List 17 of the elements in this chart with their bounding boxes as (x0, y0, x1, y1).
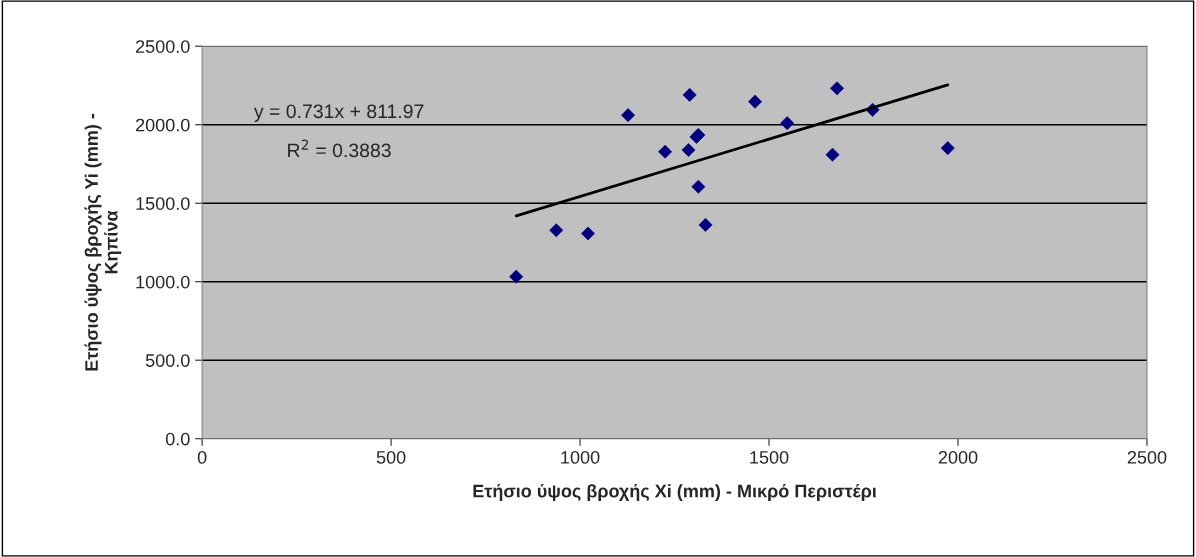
point (581, 226, 595, 241)
x-axis-title: Ετήσιο ύψος βροχής Xi (mm) - Μικρό Περιστέρι (473, 484, 877, 502)
x-tick-label: 0 (197, 450, 207, 464)
y-tick-label: 2500.0 (136, 40, 190, 53)
y-axis-title: Ετήσιο ύψος βροχής Yi (mm) - Κηπίνα (84, 113, 122, 371)
y-tick-label: 500.0 (145, 354, 190, 367)
y-tick-label: 1000.0 (136, 275, 190, 289)
annotation: y = 0.731x + 811.97 (253, 104, 424, 123)
y-tick-label: 2000.0 (136, 118, 190, 132)
annotation: R$^{2}$ = 0.3883 (288, 139, 391, 158)
x-tick-label: 2500 (1127, 450, 1167, 464)
x-tick-label: 1000 (561, 450, 600, 464)
x-tick-label: 1500 (750, 450, 789, 464)
y-tick-label: 1500.0 (136, 197, 190, 210)
x-tick-label: 500 (376, 450, 406, 464)
y-tick-label: 0.0 (165, 432, 190, 446)
x-tick-label: 2000 (938, 450, 978, 464)
